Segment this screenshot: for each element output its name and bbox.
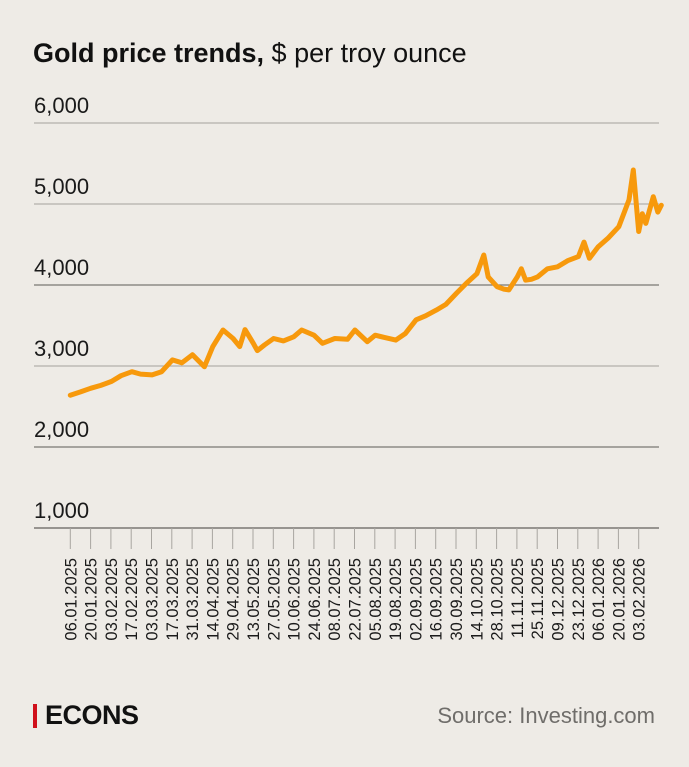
y-tick-label: 2,000 bbox=[34, 417, 89, 442]
gridlines bbox=[34, 122, 659, 529]
x-tick-label: 11.11.2025 bbox=[509, 558, 527, 638]
x-tick-label: 31.03.2025 bbox=[184, 558, 202, 641]
x-tick-label: 06.01.2025 bbox=[62, 558, 80, 641]
x-tick-label: 28.10.2025 bbox=[489, 558, 507, 641]
x-tick-label: 20.01.2026 bbox=[610, 558, 628, 641]
x-tick-label: 30.09.2025 bbox=[448, 558, 466, 641]
x-tick-label: 17.02.2025 bbox=[123, 558, 141, 641]
y-tick-label: 1,000 bbox=[34, 498, 89, 523]
x-tick-label: 13.05.2025 bbox=[245, 558, 263, 641]
x-tick-label: 08.07.2025 bbox=[326, 558, 344, 641]
gold-price-line bbox=[67, 167, 664, 398]
x-tick-label: 03.02.2025 bbox=[103, 558, 121, 641]
x-tick-label: 14.04.2025 bbox=[204, 558, 222, 641]
y-tick-label: 5,000 bbox=[34, 174, 89, 199]
chart-title: Gold price trends, $ per troy ounce bbox=[33, 38, 467, 69]
x-tick-label: 20.01.2025 bbox=[83, 558, 101, 641]
y-tick-label: 6,000 bbox=[34, 93, 89, 118]
y-tick-label: 4,000 bbox=[34, 255, 89, 280]
x-tick-label: 02.09.2025 bbox=[407, 558, 425, 641]
chart-title-bold: Gold price trends, bbox=[33, 38, 265, 68]
y-tick-label: 3,000 bbox=[34, 336, 89, 361]
chart-title-unit: $ per troy ounce bbox=[264, 38, 467, 68]
x-tick-label: 25.11.2025 bbox=[529, 558, 547, 639]
x-tick-label: 05.08.2025 bbox=[367, 558, 385, 641]
brand-bar bbox=[33, 703, 37, 728]
x-tick-label: 14.10.2025 bbox=[468, 558, 486, 641]
x-tick-label: 10.06.2025 bbox=[286, 558, 304, 641]
x-tick-label: 17.03.2025 bbox=[164, 558, 182, 641]
x-tick-label: 06.01.2026 bbox=[590, 558, 608, 641]
x-tick-label: 09.12.2025 bbox=[550, 558, 568, 641]
x-tick-label: 16.09.2025 bbox=[428, 558, 446, 641]
x-tick-label: 22.07.2025 bbox=[347, 558, 365, 641]
x-tick-label: 29.04.2025 bbox=[225, 558, 243, 641]
x-tick-label: 27.05.2025 bbox=[265, 558, 283, 641]
x-axis-ticks bbox=[69, 528, 640, 549]
x-tick-label: 19.08.2025 bbox=[387, 558, 405, 641]
y-axis-labels: 1,000 2,000 3,000 4,000 5,000 6,000 bbox=[34, 93, 89, 523]
brand-logo: ECONS bbox=[33, 700, 139, 731]
x-axis-labels: 06.01.2025 20.01.2025 03.02.2025 17.02.2025… bbox=[62, 558, 648, 641]
brand-name: ECONS bbox=[45, 700, 139, 730]
x-tick-label: 23.12.2025 bbox=[570, 558, 588, 641]
x-tick-label: 03.03.2025 bbox=[144, 558, 162, 641]
x-tick-label: 24.06.2025 bbox=[306, 558, 324, 641]
x-tick-label: 03.02.2026 bbox=[631, 558, 649, 641]
source-note: Source: Investing.com bbox=[437, 703, 655, 728]
